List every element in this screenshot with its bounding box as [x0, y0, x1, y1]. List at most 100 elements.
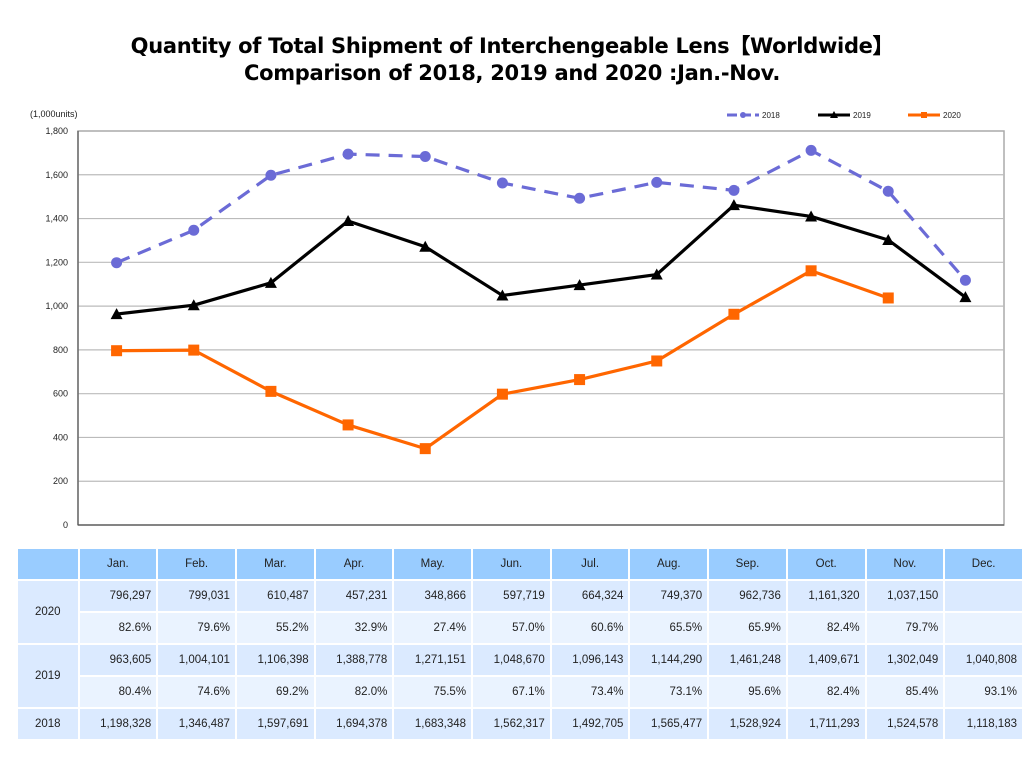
table-value-cell: [945, 581, 1022, 611]
table-ratio-cell: 82.0%: [315, 677, 393, 707]
data-point-2018-oct: [805, 144, 817, 156]
table-row: 2019 963,605 1,004,101 1,106,398 1,388,778 1,…: [18, 645, 1022, 707]
legend-label-2019: 2019: [853, 111, 871, 120]
table-value-cell: 1,271,151: [394, 645, 472, 675]
table-value-cell: 1,004,101: [158, 645, 235, 675]
data-point-2019-jan: [110, 308, 123, 320]
data-point-2019-feb: [187, 299, 200, 311]
table-value-cell: 1,565,477: [630, 709, 708, 739]
data-point-2020-feb: [188, 344, 200, 356]
table-value-cell: 799,031: [158, 581, 235, 611]
table-ratio-cell: 85.4%: [866, 677, 944, 707]
table-ratio-cell: [945, 613, 1022, 643]
table-ratio-cell: 67.1%: [473, 677, 550, 707]
series-2020: [111, 265, 894, 455]
table-ratio-row: 80.4% 74.6% 69.2% 82.0% 75.5% 67.1% 73.4% 73.1%…: [18, 677, 1022, 707]
table-value-cell: 1,461,248: [709, 645, 786, 675]
table-value-cell: 1,597,691: [236, 709, 314, 739]
table-ratio-cell: 73.4%: [551, 677, 629, 707]
data-point-2020-mar: [265, 385, 277, 397]
table-value-cell: 457,231: [315, 581, 393, 611]
table-value-cell: 1,106,398: [236, 645, 314, 675]
y-tick-label: 1,000: [45, 301, 68, 311]
data-point-2018-sep: [728, 184, 740, 196]
table-ratio-cell: 93.1%: [945, 677, 1022, 707]
table-row: 2018 1,198,328 1,346,487 1,597,691 1,694,378…: [18, 709, 1022, 739]
data-point-2020-jul: [574, 374, 586, 386]
data-point-2019-mar: [264, 276, 277, 288]
table-ratio-cell: 60.6%: [551, 613, 629, 643]
table-ratio-cell: 82.4%: [787, 613, 865, 643]
table-header-cell: Sep.: [709, 549, 786, 579]
table-value-cell: 1,161,320: [787, 581, 865, 611]
legend-item-2019: 2019: [818, 111, 871, 120]
table-value-cell: 1,388,778: [315, 645, 393, 675]
y-tick-label: 1,400: [45, 214, 68, 224]
table-value-cell: 1,198,328: [79, 709, 157, 739]
table-header-cell: Oct.: [787, 549, 865, 579]
table-header-cell: Mar.: [236, 549, 314, 579]
data-table: Jan. Feb. Mar. Apr. May. Jun. Jul. Aug. Sep. Oct.…: [16, 547, 1024, 741]
legend-marker-2018: [740, 112, 746, 118]
table-ratio-cell: 95.6%: [709, 677, 786, 707]
series-line-2018: [115, 148, 967, 282]
table-header-cell: Dec.: [945, 549, 1022, 579]
table-value-cell: 664,324: [551, 581, 629, 611]
legend-label-2018: 2018: [762, 111, 780, 120]
table-ratio-cell: 69.2%: [236, 677, 314, 707]
table-header-cell: Jun.: [473, 549, 550, 579]
table-value-cell: 962,736: [709, 581, 786, 611]
legend-item-2018: 2018: [727, 111, 780, 120]
y-tick-label: 800: [53, 345, 68, 355]
table-header-cell: Nov.: [866, 549, 944, 579]
data-point-2020-may: [419, 443, 431, 455]
table-header-cell: Jan.: [79, 549, 157, 579]
table-value-cell: 1,144,290: [630, 645, 708, 675]
table-ratio-cell: 27.4%: [394, 613, 472, 643]
data-point-2018-nov: [882, 185, 894, 197]
table-value-cell: 597,719: [473, 581, 550, 611]
data-point-2018-mar: [265, 169, 277, 181]
table-value-cell: 1,096,143: [551, 645, 629, 675]
y-axis-unit-label: (1,000units): [30, 109, 78, 119]
table-value-cell: 796,297: [79, 581, 157, 611]
data-point-2020-sep: [728, 308, 740, 320]
table-value-cell: 1,118,183: [945, 709, 1022, 739]
data-point-2019-may: [419, 240, 432, 252]
table-value-cell: 1,711,293: [787, 709, 865, 739]
data-point-2018-aug: [651, 176, 663, 188]
data-point-2020-jun: [496, 388, 508, 400]
series-2019: [110, 199, 972, 320]
series-line-2019: [116, 203, 967, 316]
data-point-2018-jan: [111, 257, 123, 269]
table-ratio-cell: 65.5%: [630, 613, 708, 643]
table-header-cell: Aug.: [630, 549, 708, 579]
table-value-cell: 749,370: [630, 581, 708, 611]
table-ratio-cell: 65.9%: [709, 613, 786, 643]
table-value-cell: 610,487: [236, 581, 314, 611]
data-point-2020-oct: [805, 265, 817, 277]
table-header-cell: Apr.: [315, 549, 393, 579]
y-tick-label: 1,600: [45, 170, 68, 180]
y-tick-label: 400: [53, 432, 68, 442]
series-2018: [111, 144, 971, 286]
table-ratio-cell: 79.6%: [158, 613, 235, 643]
data-point-2019-aug: [650, 268, 663, 280]
table-value-cell: 963,605: [79, 645, 157, 675]
table-ratio-cell: 73.1%: [630, 677, 708, 707]
table-value-cell: 1,346,487: [158, 709, 235, 739]
table-value-cell: 1,694,378: [315, 709, 393, 739]
data-point-2019-oct: [805, 210, 818, 222]
data-point-2019-dec: [959, 291, 972, 303]
table-value-cell: 1,302,049: [866, 645, 944, 675]
table-year-cell: 2018: [18, 709, 78, 739]
data-point-2020-nov: [882, 292, 894, 304]
y-tick-label: 600: [53, 389, 68, 399]
data-point-2020-apr: [342, 419, 354, 431]
table-ratio-cell: 79.7%: [866, 613, 944, 643]
data-point-2018-jul: [574, 192, 586, 204]
table-row: 2020 796,297 799,031 610,487 457,231 348,866 5…: [18, 581, 1022, 643]
table-ratio-cell: 55.2%: [236, 613, 314, 643]
legend-item-2020: 2020: [908, 111, 961, 120]
y-tick-label: 1,200: [45, 257, 68, 267]
